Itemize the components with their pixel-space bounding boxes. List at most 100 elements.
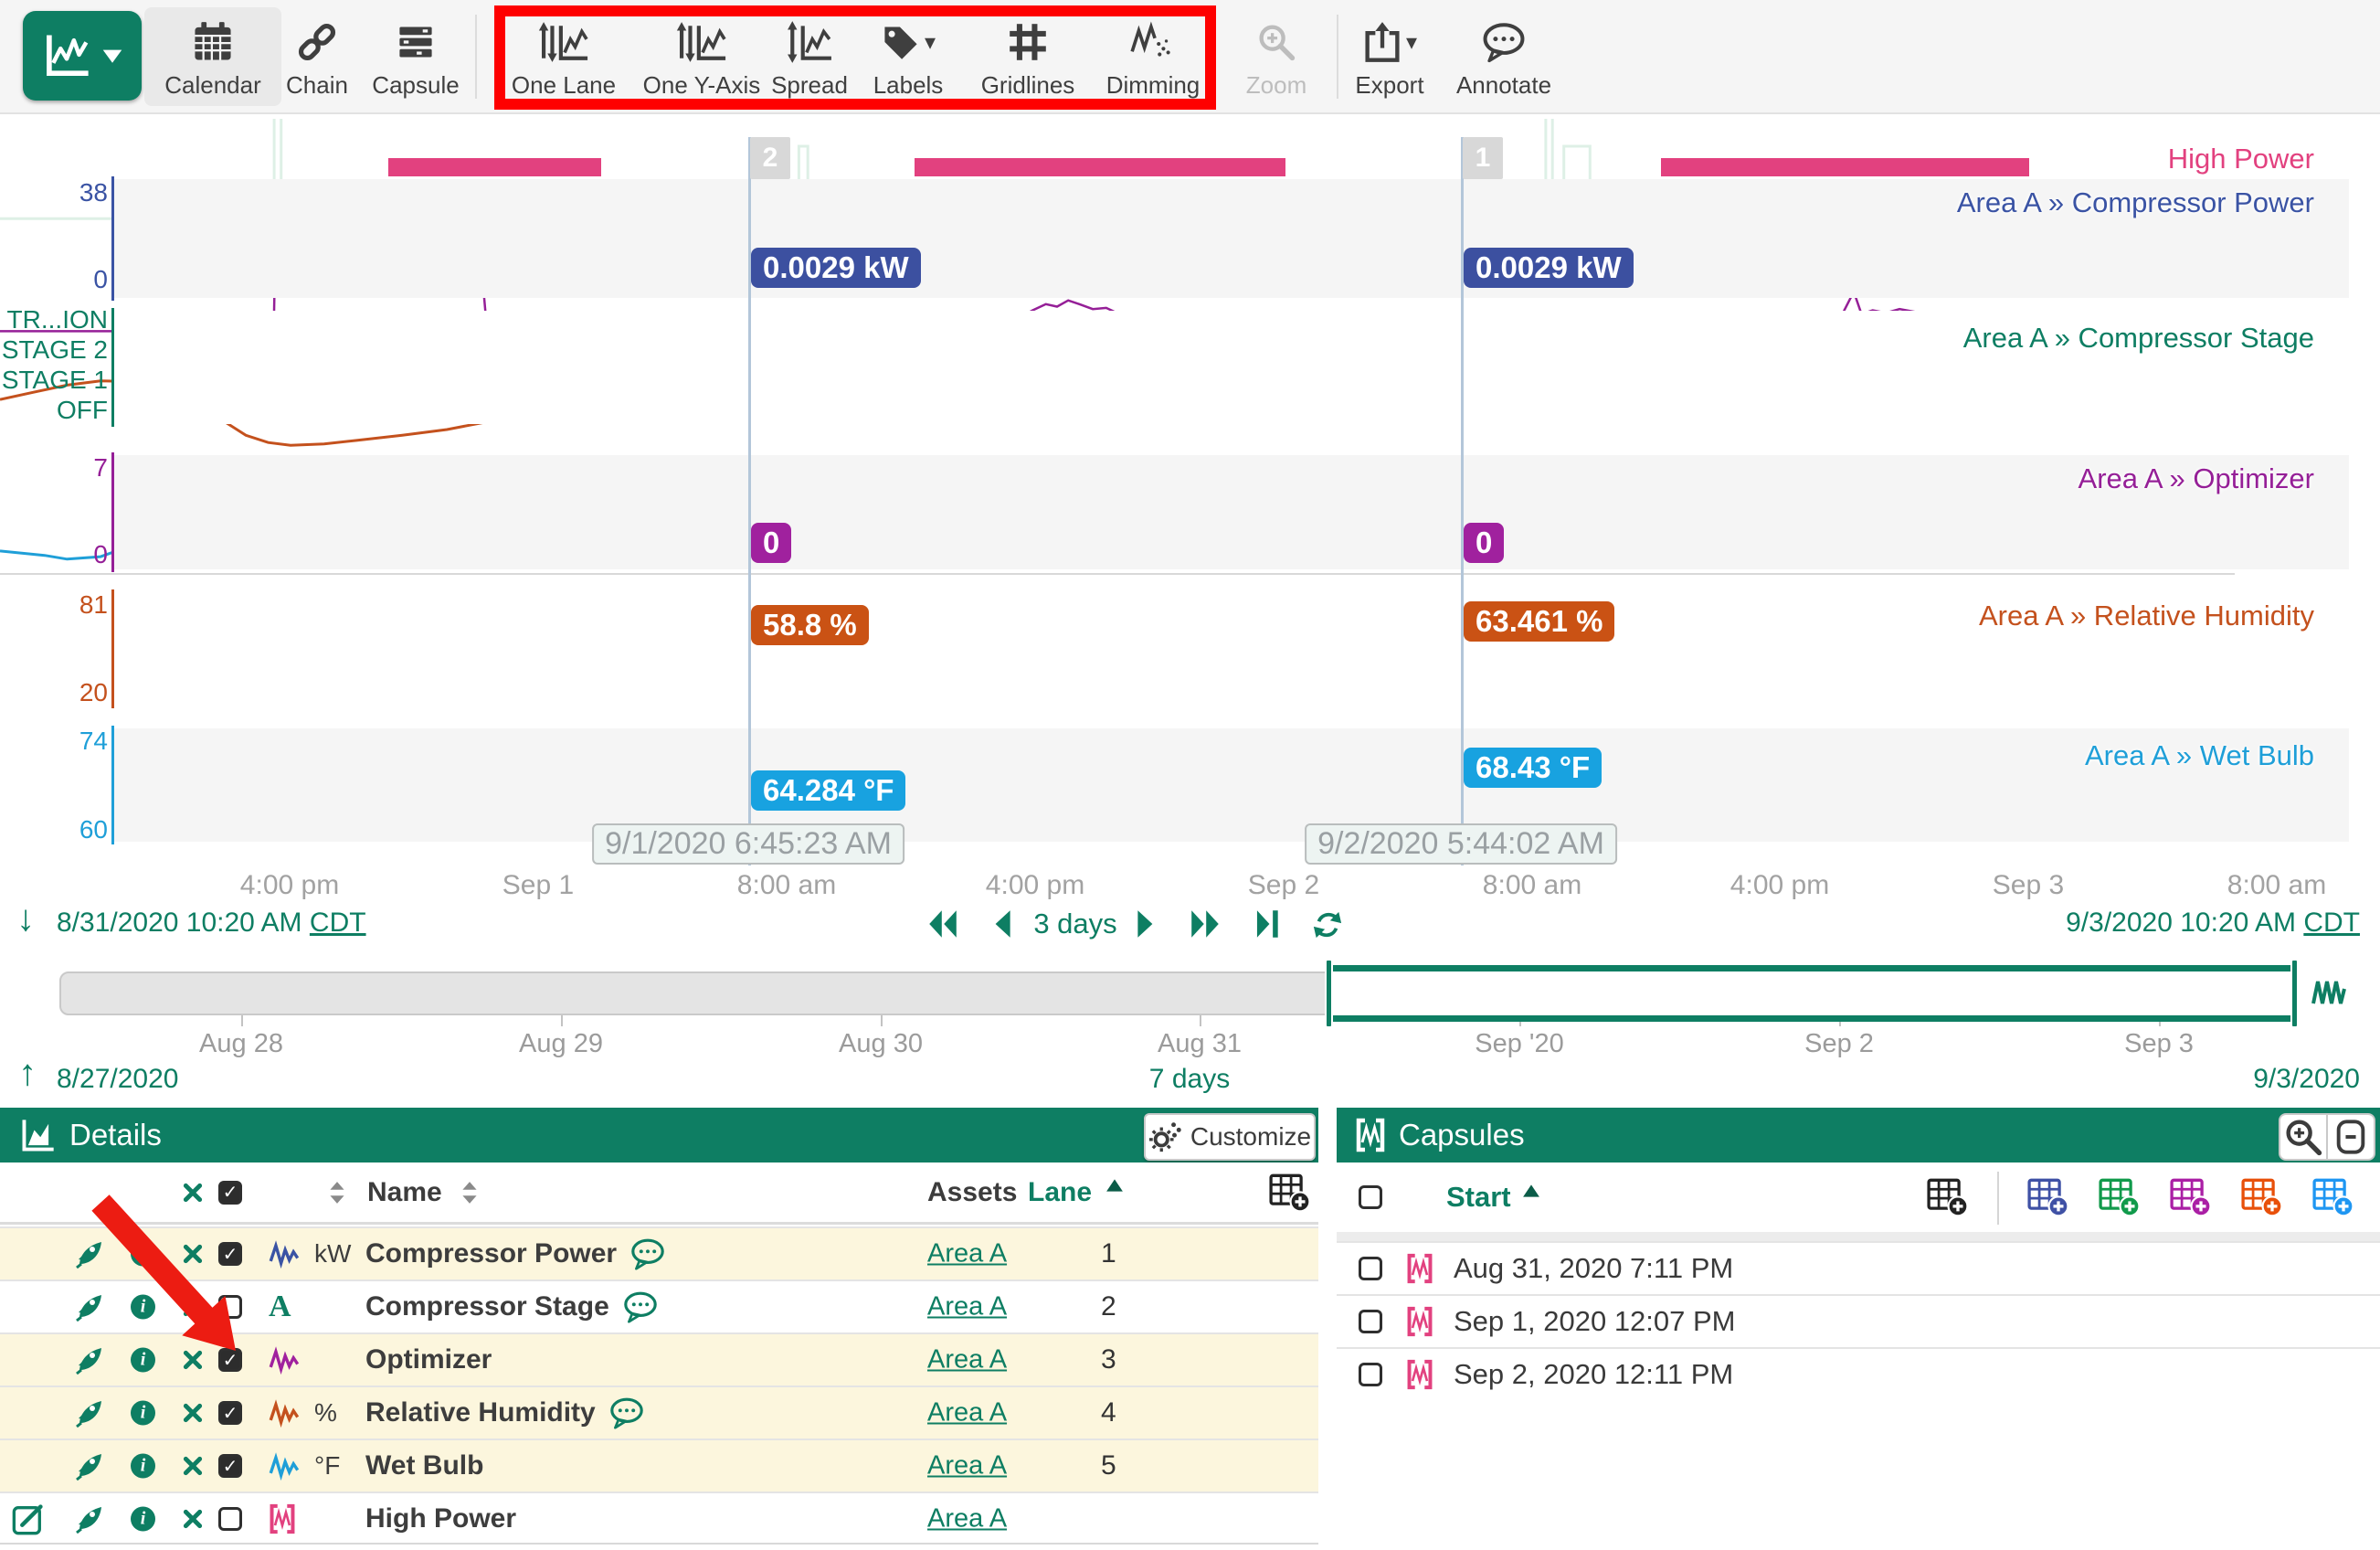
workbench-logo-button[interactable] bbox=[23, 11, 142, 101]
info-button[interactable]: i bbox=[131, 1347, 155, 1373]
tool-export[interactable]: ▾ Export bbox=[1335, 7, 1444, 106]
signal-icon bbox=[269, 1450, 300, 1481]
timezone-link[interactable]: CDT bbox=[2303, 908, 2360, 938]
step-back-full-button[interactable] bbox=[926, 909, 960, 939]
info-button[interactable]: i bbox=[131, 1453, 155, 1479]
tool-zoom[interactable]: Zoom bbox=[1222, 7, 1331, 106]
item-checkbox[interactable] bbox=[218, 1507, 242, 1531]
timeline-end-handle[interactable] bbox=[2290, 959, 2299, 1028]
item-checkbox[interactable]: ✓ bbox=[218, 1242, 242, 1266]
timeline-selected-region[interactable] bbox=[1329, 965, 2295, 1022]
y-tick-wet-bulb: 60 bbox=[79, 815, 108, 844]
cursor-line[interactable] bbox=[748, 137, 751, 865]
remove-item-button[interactable] bbox=[182, 1402, 204, 1424]
refresh-button[interactable] bbox=[1312, 909, 1343, 940]
remove-item-button[interactable] bbox=[182, 1349, 204, 1371]
item-checkbox[interactable]: ✓ bbox=[218, 1401, 242, 1425]
info-button[interactable]: i bbox=[131, 1294, 155, 1320]
tool-label: Export bbox=[1355, 71, 1424, 99]
timezone-link[interactable]: CDT bbox=[309, 908, 366, 938]
cursor-line[interactable] bbox=[1461, 137, 1464, 865]
tool-labels[interactable]: ▾ Labels bbox=[853, 7, 963, 106]
sort-icon[interactable] bbox=[329, 1181, 345, 1205]
asset-link[interactable]: Area A bbox=[927, 1503, 1008, 1534]
tool-chain[interactable]: Chain bbox=[262, 7, 372, 106]
customize-button[interactable]: Customize bbox=[1144, 1113, 1316, 1161]
add-capsule-column-button[interactable] bbox=[2311, 1177, 2355, 1217]
asset-link[interactable]: Area A bbox=[927, 1344, 1008, 1375]
trend-item-button[interactable] bbox=[75, 1345, 104, 1375]
investigate-range-duration[interactable]: 7 days bbox=[1148, 1064, 1231, 1094]
tool-dimming[interactable]: Dimming bbox=[1092, 7, 1215, 106]
remove-item-button[interactable] bbox=[182, 1243, 204, 1265]
calendar-icon bbox=[192, 18, 234, 66]
remove-item-button[interactable] bbox=[182, 1455, 204, 1477]
item-name: Relative Humidity bbox=[365, 1396, 645, 1429]
add-capsule-column-button[interactable] bbox=[2026, 1177, 2070, 1217]
info-button[interactable]: i bbox=[131, 1241, 155, 1267]
step-forward-button[interactable] bbox=[1135, 909, 1157, 939]
tool-label: One Lane bbox=[511, 71, 617, 99]
sort-ascending-icon bbox=[1522, 1184, 1540, 1198]
capsule-checkbox[interactable] bbox=[1359, 1310, 1382, 1333]
add-capsule-column-button[interactable] bbox=[2098, 1177, 2142, 1217]
capsule-checkbox[interactable] bbox=[1359, 1257, 1382, 1280]
sort-icon[interactable] bbox=[461, 1181, 478, 1205]
step-to-end-button[interactable] bbox=[1253, 909, 1281, 939]
tool-gridlines[interactable]: Gridlines bbox=[953, 7, 1104, 106]
trend-item-button[interactable] bbox=[75, 1451, 104, 1481]
panel-splitter[interactable] bbox=[1318, 1108, 1337, 1550]
capsule-time-icon[interactable] bbox=[2310, 974, 2348, 1011]
investigate-range-end: 9/3/2020 bbox=[2253, 1064, 2360, 1094]
tool-one-lane[interactable]: One Lane bbox=[495, 7, 632, 106]
asset-link[interactable]: Area A bbox=[927, 1397, 1008, 1428]
capsules-zoom-button[interactable] bbox=[2279, 1113, 2328, 1161]
item-checkbox[interactable] bbox=[218, 1295, 242, 1319]
remove-all-button[interactable] bbox=[182, 1182, 204, 1204]
comment-bubble-icon[interactable] bbox=[608, 1396, 645, 1429]
add-capsule-column-button[interactable] bbox=[2169, 1177, 2213, 1217]
remove-item-button[interactable] bbox=[182, 1296, 204, 1318]
tool-capsule[interactable]: Capsule bbox=[354, 7, 478, 106]
lane-y-axis-optimizer bbox=[111, 452, 114, 572]
add-capsule-column-button[interactable] bbox=[1926, 1177, 1970, 1217]
step-forward-full-button[interactable] bbox=[1188, 909, 1222, 939]
asset-link[interactable]: Area A bbox=[927, 1238, 1008, 1269]
select-all-checkbox[interactable]: ✓ bbox=[218, 1180, 242, 1205]
trend-item-button[interactable] bbox=[75, 1292, 104, 1322]
export-icon: ▾ bbox=[1362, 18, 1417, 66]
add-capsule-column-button[interactable] bbox=[2240, 1177, 2284, 1217]
select-all-capsules-checkbox[interactable] bbox=[1359, 1185, 1382, 1209]
duration-display[interactable]: 3 days bbox=[1033, 908, 1117, 940]
comment-bubble-icon[interactable] bbox=[629, 1237, 666, 1270]
timeline-start-handle[interactable] bbox=[1325, 959, 1333, 1028]
column-header-start[interactable]: Start bbox=[1446, 1181, 1540, 1214]
tool-spread[interactable]: Spread bbox=[755, 7, 864, 106]
info-button[interactable]: i bbox=[131, 1506, 155, 1532]
tool-one-y-axis[interactable]: One Y-Axis bbox=[619, 7, 784, 106]
column-header-name[interactable]: Name bbox=[367, 1176, 442, 1207]
y-tick-optimizer: 0 bbox=[93, 540, 108, 568]
capsule-row: Aug 31, 2020 7:11 PM bbox=[1337, 1241, 2380, 1294]
add-column-button[interactable] bbox=[1268, 1173, 1312, 1213]
trend-item-button[interactable] bbox=[75, 1239, 104, 1269]
column-header-lane[interactable]: Lane bbox=[1028, 1176, 1093, 1207]
chevron-down-icon bbox=[100, 48, 124, 64]
item-checkbox[interactable]: ✓ bbox=[218, 1348, 242, 1372]
asset-link[interactable]: Area A bbox=[927, 1450, 1008, 1481]
step-back-button[interactable] bbox=[991, 909, 1013, 939]
asset-link[interactable]: Area A bbox=[927, 1291, 1008, 1322]
x-tick: 4:00 pm bbox=[1729, 870, 1830, 900]
capsules-collapse-button[interactable] bbox=[2326, 1113, 2375, 1161]
trend-item-button[interactable] bbox=[75, 1398, 104, 1428]
capsule-checkbox[interactable] bbox=[1359, 1363, 1382, 1386]
info-button[interactable]: i bbox=[131, 1400, 155, 1426]
edit-condition-button[interactable] bbox=[11, 1502, 46, 1536]
item-checkbox[interactable]: ✓ bbox=[218, 1454, 242, 1478]
remove-item-button[interactable] bbox=[182, 1508, 204, 1530]
trend-item-button[interactable] bbox=[75, 1504, 104, 1534]
tool-annotate[interactable]: Annotate bbox=[1435, 7, 1572, 106]
column-header-assets[interactable]: Assets bbox=[927, 1176, 1018, 1207]
comment-bubble-icon[interactable] bbox=[622, 1290, 659, 1323]
tool-calendar[interactable]: Calendar bbox=[144, 7, 281, 106]
